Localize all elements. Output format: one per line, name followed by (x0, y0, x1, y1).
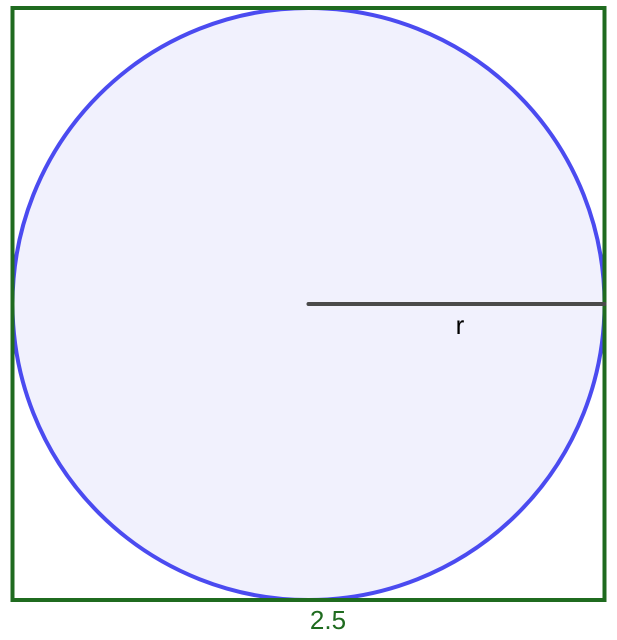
side-length-label: 2.5 (310, 605, 346, 635)
radius-label: r (456, 310, 465, 340)
